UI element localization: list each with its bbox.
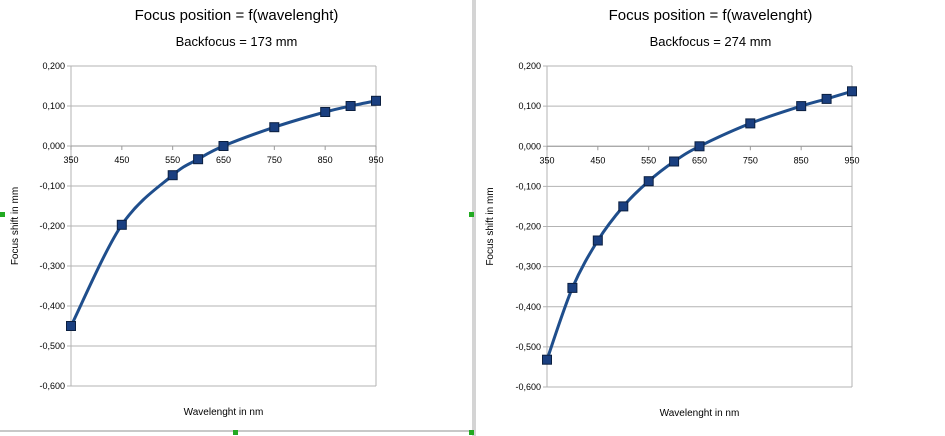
y-axis-label: Focus shift in mm xyxy=(10,187,21,265)
y-tick-label: 0,000 xyxy=(518,141,541,151)
x-axis-label: Wavelenght in nm xyxy=(660,408,740,419)
x-tick-label: 950 xyxy=(844,155,859,165)
data-point-marker[interactable] xyxy=(66,321,76,331)
x-axis-label: Wavelenght in nm xyxy=(184,407,264,418)
data-point-marker[interactable] xyxy=(592,235,603,246)
data-point-marker[interactable] xyxy=(669,156,680,167)
data-point-marker[interactable] xyxy=(218,141,229,151)
chart-subtitle: Backfocus = 274 mm xyxy=(649,34,772,49)
x-tick-label: 850 xyxy=(794,155,809,165)
data-point-marker[interactable] xyxy=(193,154,204,165)
x-tick-label: 450 xyxy=(114,155,129,165)
chart-panel-right[interactable]: Focus position = f(wavelenght) Backfocus… xyxy=(476,0,945,436)
y-tick-label: 0,200 xyxy=(518,61,541,71)
y-tick-label: -0,200 xyxy=(515,222,541,232)
data-point-marker[interactable] xyxy=(745,118,756,129)
y-tick-label: -0,400 xyxy=(515,302,541,312)
chart-title: Focus position = f(wavelenght) xyxy=(608,7,813,24)
data-point-marker[interactable] xyxy=(542,354,552,365)
y-tick-label: -0,500 xyxy=(515,342,541,352)
chart-plot-right: 0,200 0,100 0,000 -0,100 -0,200 -0,300 -0,400 -… xyxy=(485,61,860,419)
y-tick-label: 0,100 xyxy=(42,101,65,111)
data-point-marker[interactable] xyxy=(371,95,381,106)
x-tick-label: 850 xyxy=(318,155,333,165)
x-tick-label: 550 xyxy=(165,155,180,165)
resize-handle-bottom[interactable] xyxy=(233,430,238,435)
x-tick-label: 550 xyxy=(641,155,656,165)
y-tick-label: -0,400 xyxy=(39,301,65,311)
y-tick-label: -0,600 xyxy=(39,381,65,391)
resize-handle-left[interactable] xyxy=(0,212,5,217)
data-point-marker[interactable] xyxy=(269,122,280,133)
x-tick-label: 450 xyxy=(590,155,605,165)
y-tick-label: -0,200 xyxy=(39,221,65,231)
y-tick-label: 0,200 xyxy=(42,61,65,71)
y-tick-label: 0,000 xyxy=(42,141,65,151)
data-point-marker[interactable] xyxy=(821,93,832,104)
data-point-marker[interactable] xyxy=(167,170,178,181)
y-tick-label: -0,500 xyxy=(39,341,65,351)
x-tick-label: 650 xyxy=(692,155,707,165)
chart-title: Focus position = f(wavelenght) xyxy=(134,7,339,24)
x-tick-label: 650 xyxy=(216,155,231,165)
series-line xyxy=(69,99,377,327)
data-point-marker[interactable] xyxy=(694,141,705,152)
x-tick-label: 350 xyxy=(63,155,78,165)
data-point-marker[interactable] xyxy=(116,219,127,230)
data-point-marker[interactable] xyxy=(345,101,356,111)
x-tick-label: 350 xyxy=(539,155,554,165)
resize-handle-corner[interactable] xyxy=(469,430,474,435)
data-point-marker[interactable] xyxy=(618,201,629,212)
data-point-marker[interactable] xyxy=(643,176,654,187)
series-line xyxy=(545,89,853,361)
data-point-marker[interactable] xyxy=(320,107,331,117)
data-point-marker[interactable] xyxy=(847,86,857,97)
x-tick-label: 750 xyxy=(743,155,758,165)
chart-subtitle: Backfocus = 173 mm xyxy=(175,34,298,49)
y-tick-label: -0,100 xyxy=(39,181,65,191)
y-tick-label: -0,300 xyxy=(39,261,65,271)
y-axis-label: Focus shift in mm xyxy=(485,187,496,265)
resize-handle-right[interactable] xyxy=(469,212,474,217)
data-point-marker[interactable] xyxy=(796,101,807,112)
chart-panel-left[interactable]: Focus position = f(wavelenght) Backfocus… xyxy=(0,0,473,436)
chart-plot-left: 0,200 0,100 0,000 -0,100 -0,200 -0,300 -0,400 -… xyxy=(10,61,384,418)
y-tick-label: 0,100 xyxy=(518,101,541,111)
y-tick-label: -0,300 xyxy=(515,262,541,272)
panel-divider xyxy=(472,0,476,436)
y-tick-label: -0,100 xyxy=(515,181,541,191)
x-tick-label: 950 xyxy=(368,155,383,165)
y-tick-label: -0,600 xyxy=(515,382,541,392)
data-point-marker[interactable] xyxy=(567,282,578,293)
x-tick-label: 750 xyxy=(267,155,282,165)
